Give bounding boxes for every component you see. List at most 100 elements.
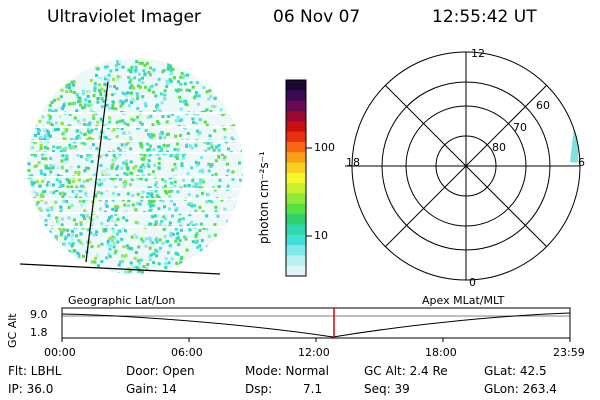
image-pixel: [161, 199, 165, 203]
image-pixel: [84, 98, 88, 102]
image-pixel: [64, 129, 68, 133]
image-pixel: [69, 235, 73, 239]
image-pixel: [94, 194, 98, 198]
image-pixel: [226, 184, 230, 188]
image-pixel: [125, 95, 129, 98]
image-pixel: [124, 159, 128, 163]
image-pixel: [167, 63, 171, 66]
image-pixel: [39, 169, 43, 173]
image-pixel: [73, 116, 77, 120]
image-pixel: [88, 240, 92, 244]
image-pixel: [98, 178, 102, 182]
image-pixel: [105, 123, 109, 127]
image-pixel: [104, 202, 108, 206]
image-pixel: [169, 64, 173, 68]
image-pixel: [43, 145, 47, 149]
image-pixel: [55, 216, 59, 220]
image-pixel: [167, 66, 170, 70]
image-pixel: [213, 96, 217, 100]
image-pixel: [63, 242, 67, 246]
image-pixel: [155, 249, 159, 253]
image-pixel: [140, 198, 144, 202]
image-pixel: [102, 152, 106, 156]
image-pixel: [116, 240, 120, 244]
image-pixel: [206, 141, 210, 145]
orbit-x-tick-label: 23:59: [553, 346, 585, 359]
image-pixel: [54, 200, 58, 204]
image-pixel: [88, 100, 92, 103]
status-gc-alt: GC Alt: 2.4 Re: [364, 364, 448, 378]
image-pixel: [154, 220, 158, 224]
image-pixel: [66, 185, 70, 189]
image-pixel: [71, 238, 75, 242]
image-pixel: [55, 188, 59, 192]
image-pixel: [160, 219, 164, 223]
image-pixel: [148, 222, 151, 226]
image-pixel: [63, 137, 67, 141]
image-pixel: [194, 160, 198, 164]
image-pixel: [136, 107, 140, 111]
image-pixel: [217, 185, 221, 189]
image-pixel: [189, 81, 193, 84]
image-pixel: [146, 142, 150, 146]
image-pixel: [76, 251, 80, 255]
image-pixel: [184, 237, 188, 241]
image-pixel: [213, 105, 217, 109]
image-pixel: [141, 61, 145, 65]
image-pixel: [40, 172, 44, 176]
image-pixel: [108, 244, 112, 248]
image-pixel: [136, 84, 140, 88]
image-pixel: [209, 109, 213, 113]
image-pixel: [119, 177, 122, 181]
image-pixel: [104, 177, 108, 181]
image-pixel: [192, 185, 196, 189]
image-pixel: [174, 227, 178, 231]
image-pixel: [201, 191, 204, 195]
image-pixel: [152, 90, 156, 94]
image-pixel: [180, 162, 184, 166]
image-pixel: [133, 256, 137, 260]
image-pixel: [94, 127, 98, 131]
image-pixel: [61, 183, 65, 187]
image-pixel: [139, 165, 143, 169]
image-pixel: [32, 190, 36, 193]
image-pixel: [137, 267, 141, 271]
image-pixel: [125, 162, 128, 166]
image-pixel: [59, 228, 63, 232]
image-pixel: [76, 134, 80, 138]
image-pixel: [241, 173, 243, 177]
image-pixel: [103, 89, 107, 93]
image-pixel: [141, 76, 144, 80]
image-pixel: [170, 257, 174, 261]
image-pixel: [135, 92, 139, 96]
image-pixel: [100, 242, 104, 246]
image-pixel: [84, 191, 88, 195]
status-glat: GLat: 42.5: [484, 364, 547, 378]
image-pixel: [144, 178, 148, 182]
image-pixel: [168, 194, 172, 198]
image-pixel: [168, 78, 172, 82]
image-pixel: [94, 172, 98, 176]
image-pixel: [115, 206, 119, 210]
image-pixel: [215, 145, 219, 149]
image-pixel: [107, 78, 110, 82]
image-pixel: [128, 246, 132, 250]
image-pixel: [134, 69, 137, 73]
orbit-y-tick-top: 9.0: [30, 308, 48, 321]
image-pixel: [205, 214, 209, 218]
image-pixel: [30, 182, 34, 186]
image-pixel: [27, 162, 31, 166]
image-pixel: [97, 76, 101, 80]
image-pixel: [149, 73, 152, 77]
image-pixel: [147, 148, 151, 151]
image-pixel: [135, 202, 139, 205]
image-pixel: [197, 132, 201, 136]
image-pixel: [48, 117, 52, 121]
image-pixel: [144, 104, 148, 108]
image-pixel: [133, 233, 137, 237]
image-pixel: [129, 91, 133, 95]
image-pixel: [154, 222, 158, 226]
image-pixel: [179, 228, 183, 232]
image-pixel: [47, 113, 51, 117]
image-pixel: [183, 82, 187, 86]
